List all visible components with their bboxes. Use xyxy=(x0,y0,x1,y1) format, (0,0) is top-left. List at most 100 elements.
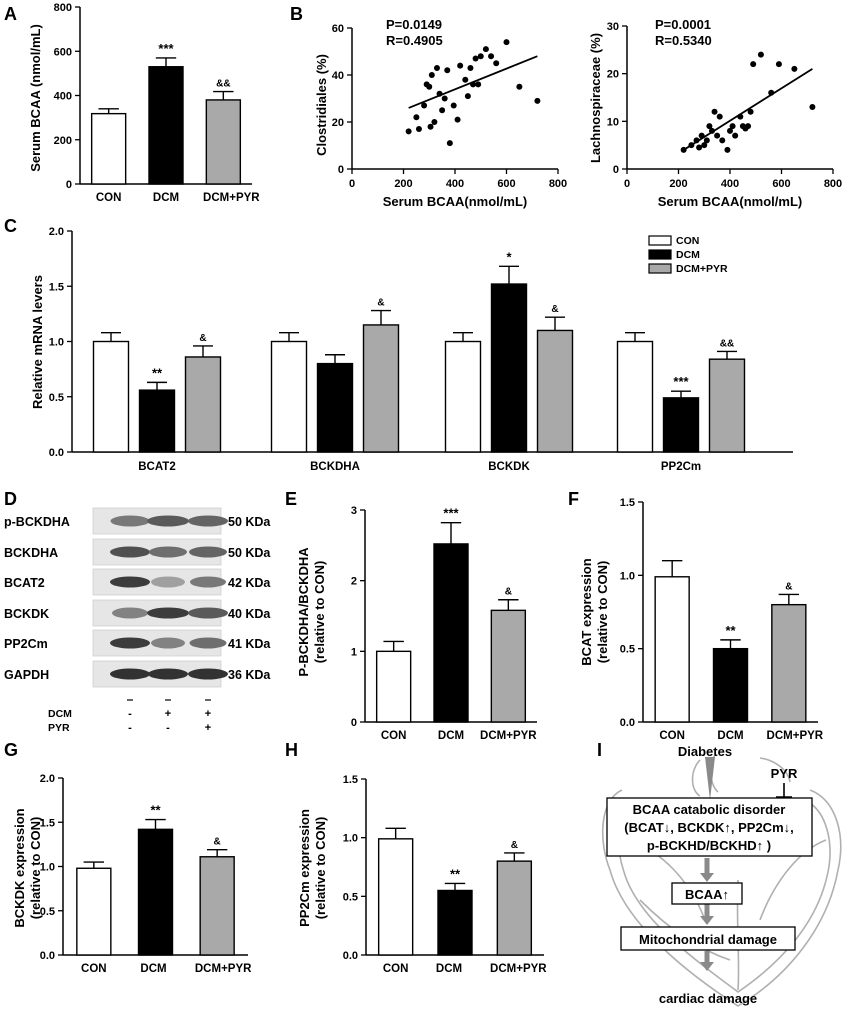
panel-c-significance: ** xyxy=(152,365,163,380)
blot-size-label: 36 KDa xyxy=(228,668,271,682)
panel-b2-point xyxy=(703,137,710,144)
panel-f-y-label-1: BCAT expression xyxy=(579,558,594,665)
panel-c-grouped-bar-chart: C Relative mRNA levers CON DCM DCM+PYR 0… xyxy=(4,216,793,473)
panel-f-y-label-2: (relative to CON) xyxy=(595,561,610,664)
panel-d-western-blot: D p-BCKDHA 50 KDa BCKDHA 50 KDa BCAT2 42 KDa B… xyxy=(4,489,271,734)
panel-a-significance: *** xyxy=(158,41,174,56)
panel-b1-point xyxy=(433,64,440,71)
disorder-line-1: BCAA catabolic disorder xyxy=(633,802,786,817)
panel-e-y-tick-label: 0 xyxy=(351,717,357,729)
panel-b2-x-tick-label: 800 xyxy=(824,178,842,190)
blot-size-label: 42 KDa xyxy=(228,576,271,590)
blot-protein-label: BCKDHA xyxy=(4,546,58,560)
panel-b2-x-tick-label: 200 xyxy=(669,178,687,190)
panel-e-y-tick-label: 3 xyxy=(351,505,357,517)
panel-c-bar xyxy=(92,340,130,453)
panel-e-bar-chart: E P-BCKDHA/BCKDHA (relative to CON) 0 1 2 3… xyxy=(285,489,537,742)
bcaa-up-label: BCAA↑ xyxy=(685,887,729,902)
panel-label-i: I xyxy=(597,740,602,760)
panel-b2-point xyxy=(775,61,782,68)
panel-g-category-label: DCM+PYR xyxy=(195,963,252,975)
panel-c-bar xyxy=(444,340,482,453)
blot-band xyxy=(189,546,227,558)
panel-b1-point xyxy=(405,128,412,135)
flow-arrow-2-head-icon xyxy=(700,916,714,925)
panel-c-category-label: BCAT2 xyxy=(138,461,175,473)
panel-b1-point xyxy=(413,114,420,121)
panel-c-bar xyxy=(616,340,654,453)
blot-band xyxy=(110,576,150,588)
panel-g-category-label: DCM xyxy=(140,963,166,975)
panel-f-bar xyxy=(654,576,690,723)
panel-b1-y-tick-label: 0 xyxy=(338,164,344,176)
panel-b2-point xyxy=(719,137,726,144)
panel-c-y-tick-label: 1.5 xyxy=(49,281,64,293)
heart-outline-illustration xyxy=(601,754,842,1007)
panel-e-category-label: DCM xyxy=(438,730,464,742)
blot-protein-label: PP2Cm xyxy=(4,637,48,651)
legend-label-dcm-pyr: DCM+PYR xyxy=(676,263,728,275)
disorder-line-2: (BCAT↓, BCKDK↑, PP2Cm↓, xyxy=(624,820,794,835)
blot-band xyxy=(188,515,228,527)
panel-g-y-tick-label: 0.5 xyxy=(40,906,55,918)
panel-b1-point xyxy=(464,93,471,100)
panel-b2-x-label: Serum BCAA(nmol/mL) xyxy=(658,194,802,209)
panel-b1-y-label: Clostridiales (%) xyxy=(314,54,329,156)
panel-f-bar xyxy=(712,647,749,723)
panel-c-bar xyxy=(490,283,528,453)
blot-size-label: 50 KDa xyxy=(228,546,271,560)
panel-e-significance: *** xyxy=(443,506,459,521)
blot-treatment-mark: + xyxy=(205,708,211,720)
blot-band xyxy=(110,515,150,527)
panel-b1-point xyxy=(444,67,451,74)
diabetes-arrow-icon xyxy=(705,757,715,800)
blot-band xyxy=(148,668,188,680)
bcaa-up-box xyxy=(671,882,743,905)
diabetes-label: Diabetes xyxy=(678,744,732,759)
panel-b-scatter-clostridiales: B P=0.0149 R=0.4905 Clostridiales (%) Se… xyxy=(290,4,567,209)
panel-c-bar xyxy=(138,389,176,453)
panel-c-y-label: Relative mRNA levers xyxy=(30,275,45,409)
panel-c-y-tick-label: 0.0 xyxy=(49,447,64,459)
panel-a-y-tick-label: 400 xyxy=(54,91,72,103)
flow-arrows xyxy=(700,858,714,971)
pyr-inhibition-icon xyxy=(776,783,792,798)
panel-c-category-label: BCKDHA xyxy=(310,461,360,473)
panel-e-bar xyxy=(433,543,469,723)
blot-treatment-name: PYR xyxy=(48,722,70,734)
panel-a-y-tick-label: 0 xyxy=(66,179,72,191)
panel-b1-point xyxy=(426,83,433,90)
panel-label-g: G xyxy=(4,740,18,760)
panel-b1-point xyxy=(421,102,428,109)
legend-swatch-con xyxy=(648,235,672,246)
panel-c-significance: * xyxy=(506,249,512,264)
panel-g-y-label-2: (relative to CON) xyxy=(28,817,43,920)
panel-h-bar xyxy=(496,860,533,956)
panel-c-bar xyxy=(184,356,222,453)
legend-label-dcm: DCM xyxy=(676,249,700,261)
panel-c-significance: && xyxy=(720,338,734,349)
panel-b1-x-tick-label: 0 xyxy=(349,178,355,190)
panel-b2-point xyxy=(809,104,816,111)
panel-b1-point xyxy=(431,119,438,125)
panel-c-significance: *** xyxy=(673,374,689,389)
panel-g-bar-chart: G BCKDK expression (relative to CON) 0.0… xyxy=(4,740,252,975)
panel-b1-x-tick-label: 200 xyxy=(394,178,412,190)
blot-band xyxy=(151,637,185,649)
blot-band xyxy=(110,637,150,649)
panel-g-y-label-1: BCKDK expression xyxy=(12,808,27,927)
panel-b1-p-value: P=0.0149 xyxy=(386,17,442,32)
panel-b2-y-tick-label: 20 xyxy=(607,69,619,81)
panel-a-y-tick-label: 600 xyxy=(54,46,72,58)
panel-c-bar xyxy=(708,358,746,453)
blot-band xyxy=(188,668,228,680)
bcaa-disorder-box xyxy=(606,797,813,857)
panel-g-significance: ** xyxy=(150,803,161,818)
panel-f-y-tick-label: 1.0 xyxy=(620,570,635,582)
panel-b1-point xyxy=(457,62,464,69)
blot-protein-label: BCKDK xyxy=(4,607,49,621)
blot-protein-label: GAPDH xyxy=(4,668,49,682)
panel-a-y-label: Serum BCAA (nmol/mL) xyxy=(28,24,43,172)
panel-g-bar xyxy=(137,828,174,956)
